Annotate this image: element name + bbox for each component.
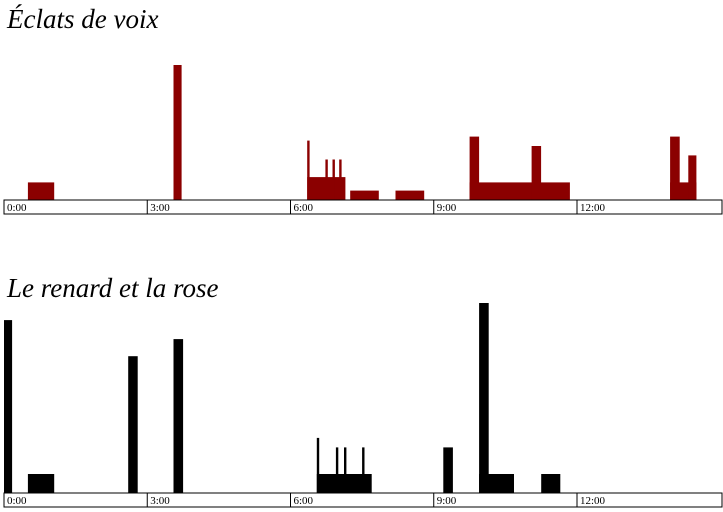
bar-7: [344, 447, 347, 493]
tick-label: 6:00: [294, 495, 314, 507]
bar-4: [325, 159, 328, 200]
bar-11: [531, 146, 542, 200]
bar-8: [362, 447, 365, 493]
tick-label: 12:00: [580, 202, 606, 214]
tick-label: 0:00: [7, 202, 27, 214]
bar-11: [479, 474, 514, 493]
bar-1: [27, 474, 55, 493]
bar-3: [173, 339, 184, 493]
bar-6: [335, 447, 339, 493]
bar-12: [541, 474, 561, 493]
bar-6: [339, 159, 342, 200]
tick-label: 3:00: [150, 495, 170, 507]
bar-12: [670, 136, 680, 200]
bar-0: [27, 182, 55, 200]
panel-eclats-de-voix: Éclats de voix 0:00 3:00 6:00 9:00 12:00: [3, 4, 723, 215]
bar-1: [173, 65, 182, 200]
bar-10: [479, 303, 489, 493]
bar-9: [443, 447, 453, 493]
bar-2: [307, 140, 310, 200]
tick-label: 12:00: [580, 495, 606, 507]
timeline-axis: [3, 492, 723, 508]
panel-le-renard-et-la-rose: Le renard et la rose 0:00 3:00 6:00 9:00 12:…: [3, 273, 723, 508]
bar-2: [128, 356, 138, 493]
tick-label: 3:00: [150, 202, 170, 214]
tick-label: 9:00: [437, 202, 457, 214]
bar-4: [316, 437, 320, 493]
tick-label: 0:00: [7, 495, 27, 507]
bar-8: [395, 190, 425, 201]
timeline-ticks: 0:00 3:00 6:00 9:00 12:00: [7, 200, 606, 214]
bar-0: [4, 320, 13, 493]
bar-14: [688, 155, 697, 200]
panel-title: Éclats de voix: [6, 4, 158, 34]
bar-7: [350, 190, 379, 201]
panel-bars: [4, 303, 561, 493]
timeline-axis: [3, 199, 723, 215]
tick-label: 6:00: [294, 202, 314, 214]
panel-title: Le renard et la rose: [6, 273, 218, 303]
bar-5: [332, 159, 335, 200]
bar-10: [469, 182, 570, 200]
bar-9: [469, 136, 480, 200]
tick-label: 9:00: [437, 495, 457, 507]
panel-bars: [27, 65, 697, 201]
timeline-ticks: 0:00 3:00 6:00 9:00 12:00: [7, 493, 606, 507]
